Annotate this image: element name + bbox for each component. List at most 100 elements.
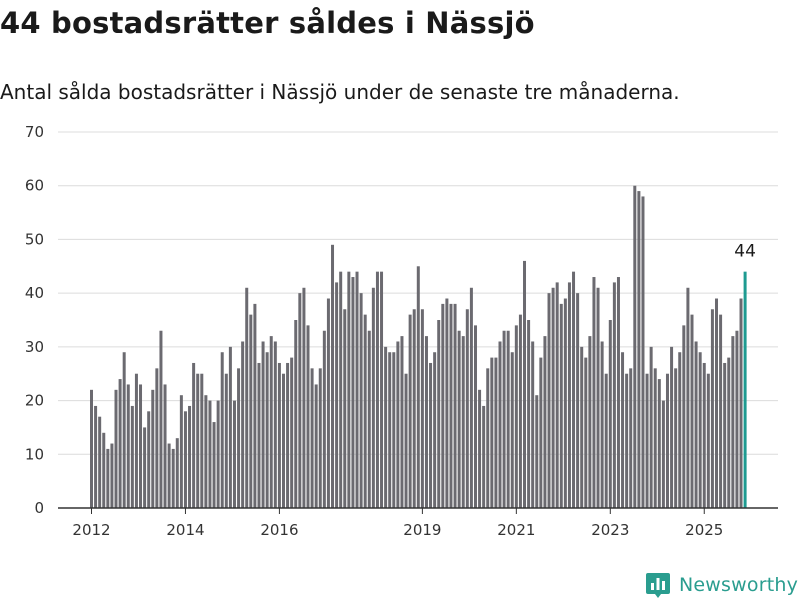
- bar: [102, 432, 106, 508]
- bar: [269, 336, 273, 508]
- bar: [331, 244, 335, 509]
- bar: [232, 400, 236, 508]
- bar: [453, 303, 457, 508]
- bar: [306, 325, 310, 508]
- bar: [143, 427, 147, 508]
- bar: [543, 336, 547, 508]
- bar: [106, 448, 110, 508]
- bar: [527, 320, 531, 508]
- bar: [612, 282, 616, 508]
- bar: [322, 330, 326, 508]
- bar: [335, 282, 339, 508]
- bar: [396, 341, 400, 508]
- bar: [208, 400, 212, 508]
- bar: [706, 373, 710, 508]
- bar: [310, 368, 314, 508]
- bar: [567, 282, 571, 508]
- bar: [216, 400, 220, 508]
- bar: [686, 287, 690, 508]
- bar: [457, 330, 461, 508]
- bar: [286, 362, 290, 508]
- bar: [437, 320, 441, 508]
- bar: [90, 389, 93, 508]
- bar: [179, 395, 183, 508]
- bar: [302, 287, 306, 508]
- bar: [690, 314, 694, 508]
- bar: [433, 352, 437, 508]
- bar: [298, 293, 302, 508]
- bar: [465, 309, 469, 508]
- data-label: 44: [734, 242, 756, 262]
- bar: [510, 352, 514, 508]
- brand-name: Newsworthy: [679, 574, 799, 596]
- bar: [596, 287, 600, 508]
- bar: [273, 341, 277, 508]
- bar: [621, 352, 625, 508]
- bar: [326, 298, 330, 508]
- bar: [555, 282, 559, 508]
- bar: [482, 405, 486, 508]
- bar: [461, 336, 465, 508]
- bar: [412, 309, 416, 508]
- bar: [343, 309, 347, 508]
- bar: [486, 368, 490, 508]
- bar: [449, 303, 453, 508]
- bar: [204, 395, 208, 508]
- data-labels: 44: [734, 242, 756, 262]
- bar: [535, 395, 539, 508]
- bar: [294, 320, 298, 508]
- bar: [682, 325, 686, 508]
- bar: [200, 373, 204, 508]
- bar: [547, 293, 551, 508]
- y-tick-label: 0: [34, 499, 44, 517]
- bar: [441, 303, 445, 508]
- bar: [559, 303, 563, 508]
- bar: [608, 320, 612, 508]
- bar: [367, 330, 371, 508]
- bar: [498, 341, 502, 508]
- bar: [281, 373, 285, 508]
- bar: [265, 352, 269, 508]
- bar: [147, 411, 151, 508]
- bar: [502, 330, 506, 508]
- bar: [126, 384, 130, 508]
- bar: [588, 336, 592, 508]
- bar: [715, 298, 719, 508]
- bar: [523, 260, 527, 508]
- bar: [490, 357, 494, 508]
- chart-title: 44 bostadsrätter såldes i Nässjö: [0, 6, 535, 40]
- bar: [212, 422, 216, 508]
- bar: [576, 293, 580, 508]
- bar: [261, 341, 265, 508]
- x-tick-label: 2025: [685, 521, 723, 539]
- bar: [584, 357, 588, 508]
- bar: [371, 287, 375, 508]
- bar: [192, 362, 196, 508]
- bar: [257, 362, 261, 508]
- bar: [290, 357, 294, 508]
- bar: [592, 277, 596, 508]
- bar: [723, 362, 727, 508]
- bar: [625, 373, 629, 508]
- bar-chart: 0 10 20 30 40 50 60 70 2012 2014 2016 2019 2021 2023…: [25, 123, 778, 539]
- bar: [253, 303, 257, 508]
- bar-chart-logo-icon: [646, 573, 670, 598]
- bar: [478, 389, 482, 508]
- bar: [224, 373, 228, 508]
- bar: [514, 325, 518, 508]
- bar: [347, 271, 351, 508]
- bar: [702, 362, 706, 508]
- bar: [731, 336, 735, 508]
- bar: [551, 287, 555, 508]
- bar: [220, 352, 224, 508]
- bar: [694, 341, 698, 508]
- y-tick-label: 50: [25, 230, 44, 248]
- bar: [580, 346, 584, 508]
- y-tick-label: 10: [25, 445, 44, 463]
- bar: [163, 384, 167, 508]
- bar: [539, 357, 543, 508]
- bar: [118, 379, 122, 508]
- bar: [678, 352, 682, 508]
- bar: [572, 271, 576, 508]
- bar: [649, 346, 653, 508]
